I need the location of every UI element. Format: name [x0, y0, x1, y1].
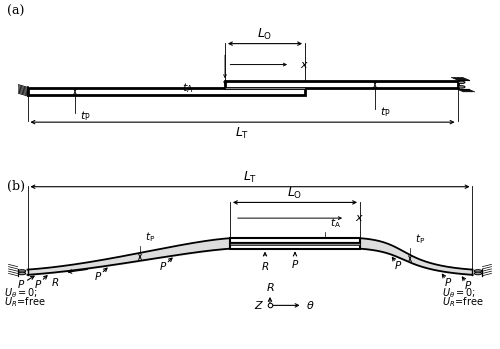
Bar [225, 87, 305, 89]
Circle shape [18, 270, 26, 272]
Bar [28, 88, 305, 95]
Text: $U_R\!=\!\rm free$: $U_R\!=\!\rm free$ [4, 295, 46, 309]
Text: $L_{\rm O}$: $L_{\rm O}$ [288, 186, 302, 201]
Text: $R$: $R$ [261, 260, 269, 272]
Text: $t_{\rm P}$: $t_{\rm P}$ [80, 109, 90, 123]
Text: $t_{\rm P}$: $t_{\rm P}$ [145, 230, 155, 244]
Text: $\theta$: $\theta$ [306, 299, 314, 311]
Circle shape [474, 272, 482, 275]
Bar [225, 81, 458, 88]
Text: $P$: $P$ [94, 270, 102, 282]
Bar [230, 244, 360, 248]
Text: (b): (b) [8, 180, 26, 193]
Text: $R$: $R$ [266, 281, 274, 293]
Text: $P$: $P$ [444, 276, 452, 288]
Circle shape [458, 86, 465, 88]
Text: $L_{\rm T}$: $L_{\rm T}$ [243, 170, 257, 185]
Circle shape [474, 270, 482, 272]
Text: $L_{\rm T}$: $L_{\rm T}$ [236, 126, 250, 141]
Bar [230, 243, 360, 245]
Text: $P$: $P$ [291, 258, 299, 270]
Text: $U_{\theta}=0;$: $U_{\theta}=0;$ [442, 286, 476, 300]
Text: $P$: $P$ [18, 278, 25, 290]
Bar [230, 238, 360, 244]
Circle shape [18, 272, 26, 275]
Text: $P$: $P$ [394, 259, 402, 271]
Circle shape [458, 81, 465, 84]
Text: $P$: $P$ [160, 260, 168, 272]
Text: $x$: $x$ [300, 60, 309, 69]
Text: $Z$: $Z$ [254, 299, 264, 311]
Text: $U_R\!=\!\rm free$: $U_R\!=\!\rm free$ [442, 295, 484, 309]
Text: $t_{\rm P}$: $t_{\rm P}$ [415, 232, 425, 246]
Text: $t_{\rm A}$: $t_{\rm A}$ [330, 216, 341, 230]
Text: $t_{\rm P}$: $t_{\rm P}$ [380, 105, 390, 119]
Text: $U_{\theta}=0;$: $U_{\theta}=0;$ [4, 286, 38, 300]
Text: $P$: $P$ [464, 279, 472, 291]
Text: (a): (a) [8, 5, 25, 18]
Text: $x$: $x$ [355, 213, 364, 223]
Text: $P$: $P$ [34, 277, 42, 290]
Text: $R$: $R$ [51, 275, 59, 288]
Text: $L_{\rm O}$: $L_{\rm O}$ [258, 27, 272, 42]
Text: $t_{\rm A}$: $t_{\rm A}$ [182, 81, 194, 95]
